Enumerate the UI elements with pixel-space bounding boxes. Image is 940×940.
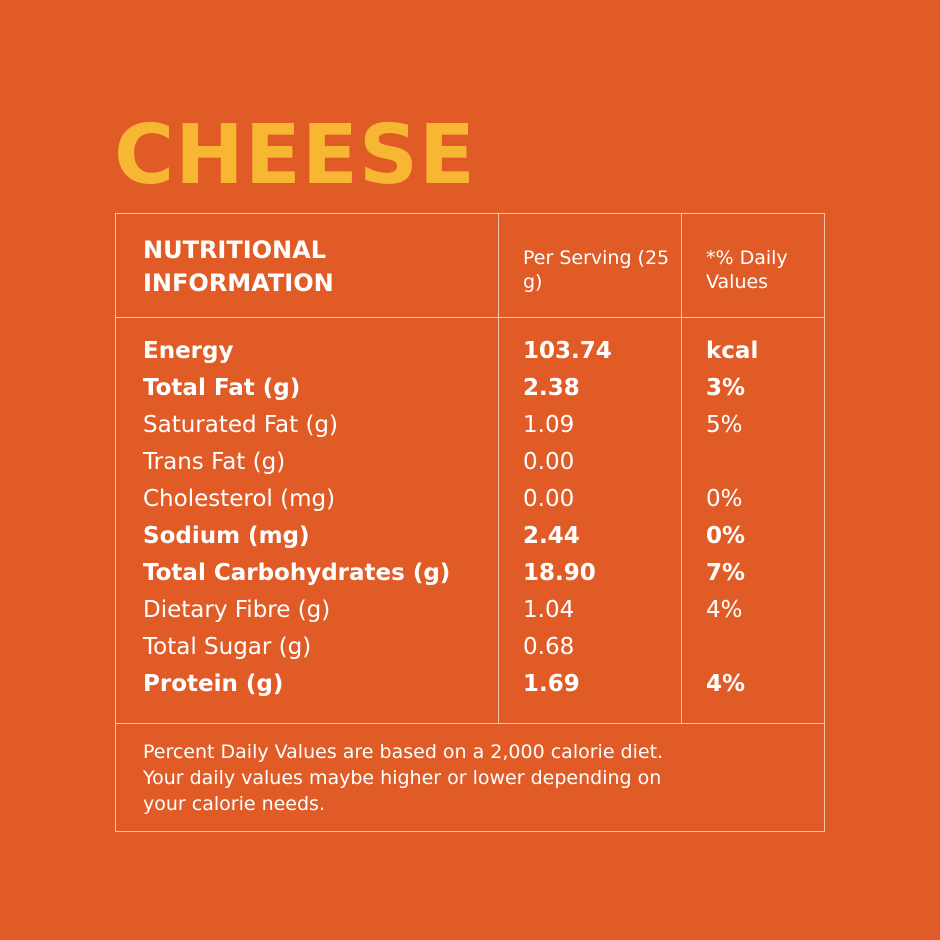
nutrition-table: NUTRITIONAL INFORMATION Per Serving (25 … xyxy=(115,213,825,832)
daily-value: 0% xyxy=(706,486,743,512)
column-divider xyxy=(498,214,499,724)
amount: 0.68 xyxy=(523,634,575,660)
amount: 0.00 xyxy=(523,486,575,512)
header-cell: *% Daily Values xyxy=(706,247,788,293)
amount: 2.38 xyxy=(523,375,580,401)
nutrient-label: Energy xyxy=(143,338,234,364)
daily-value: 5% xyxy=(706,412,743,438)
header-cell: NUTRITIONAL INFORMATION xyxy=(143,236,334,297)
daily-value: 4% xyxy=(706,597,743,623)
footnote: Percent Daily Values are based on a 2,00… xyxy=(143,741,664,763)
amount: 1.09 xyxy=(523,412,575,438)
nutrient-label: Total Carbohydrates (g) xyxy=(143,560,451,586)
nutrient-label: Cholesterol (mg) xyxy=(143,486,336,512)
row-divider xyxy=(116,723,824,724)
amount: 0.00 xyxy=(523,449,575,475)
amount: 1.04 xyxy=(523,597,575,623)
nutrient-label: Saturated Fat (g) xyxy=(143,412,339,438)
amount: 2.44 xyxy=(523,523,580,549)
daily-value: 4% xyxy=(706,671,746,697)
header-cell: Per Serving (25 g) xyxy=(523,247,670,293)
amount: 103.74 xyxy=(523,338,612,364)
row-divider xyxy=(116,317,824,318)
amount: 1.69 xyxy=(523,671,580,697)
footnote: your calorie needs. xyxy=(143,793,325,815)
daily-value: 7% xyxy=(706,560,746,586)
daily-value: 3% xyxy=(706,375,746,401)
nutrient-label: Trans Fat (g) xyxy=(143,449,286,475)
title: CHEESE xyxy=(114,108,476,203)
footnote: Your daily values maybe higher or lower … xyxy=(143,767,662,789)
nutrient-label: Protein (g) xyxy=(143,671,284,697)
amount: 18.90 xyxy=(523,560,596,586)
daily-value: kcal xyxy=(706,338,759,364)
daily-value: 0% xyxy=(706,523,746,549)
nutrient-label: Total Fat (g) xyxy=(143,375,301,401)
nutrient-label: Total Sugar (g) xyxy=(143,634,312,660)
nutrient-label: Dietary Fibre (g) xyxy=(143,597,331,623)
column-divider xyxy=(681,214,682,724)
nutrient-label: Sodium (mg) xyxy=(143,523,310,549)
